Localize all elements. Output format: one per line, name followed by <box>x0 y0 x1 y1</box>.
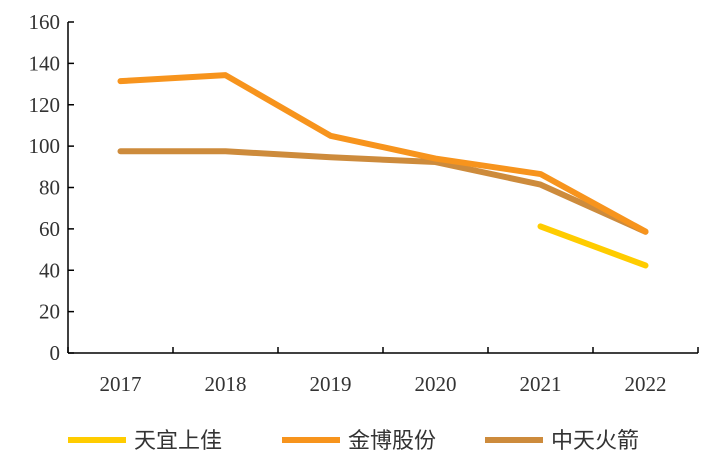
y-tick-label: 100 <box>29 134 61 158</box>
y-tick-label: 160 <box>29 10 61 34</box>
series-line-中天火箭 <box>117 148 649 235</box>
legend-label: 中天火箭 <box>551 428 639 453</box>
x-tick-label: 2022 <box>625 372 667 396</box>
x-tick-label: 2019 <box>310 372 352 396</box>
y-tick-label: 0 <box>50 341 61 365</box>
series-line-天宜上佳 <box>537 223 649 269</box>
x-tick-label: 2017 <box>100 372 142 396</box>
legend: 天宜上佳 金博股份 中天火箭 <box>68 428 639 453</box>
series-line-金博股份 <box>117 72 649 235</box>
y-tick-label: 60 <box>39 217 60 241</box>
y-tick-label: 20 <box>39 300 60 324</box>
legend-label: 金博股份 <box>348 428 436 453</box>
legend-label: 天宜上佳 <box>134 428 222 453</box>
y-tick-label: 80 <box>39 176 60 200</box>
axes: 0 20 40 60 80 100 120 140 160 2017 2018 2019 2020 202… <box>29 10 699 396</box>
x-tick-label: 2021 <box>520 372 562 396</box>
series-lines <box>117 72 649 269</box>
x-tick-label: 2018 <box>205 372 247 396</box>
x-tick-label: 2020 <box>415 372 457 396</box>
y-tick-label: 140 <box>29 51 61 75</box>
y-tick-label: 120 <box>29 93 61 117</box>
y-tick-label: 40 <box>39 258 60 282</box>
